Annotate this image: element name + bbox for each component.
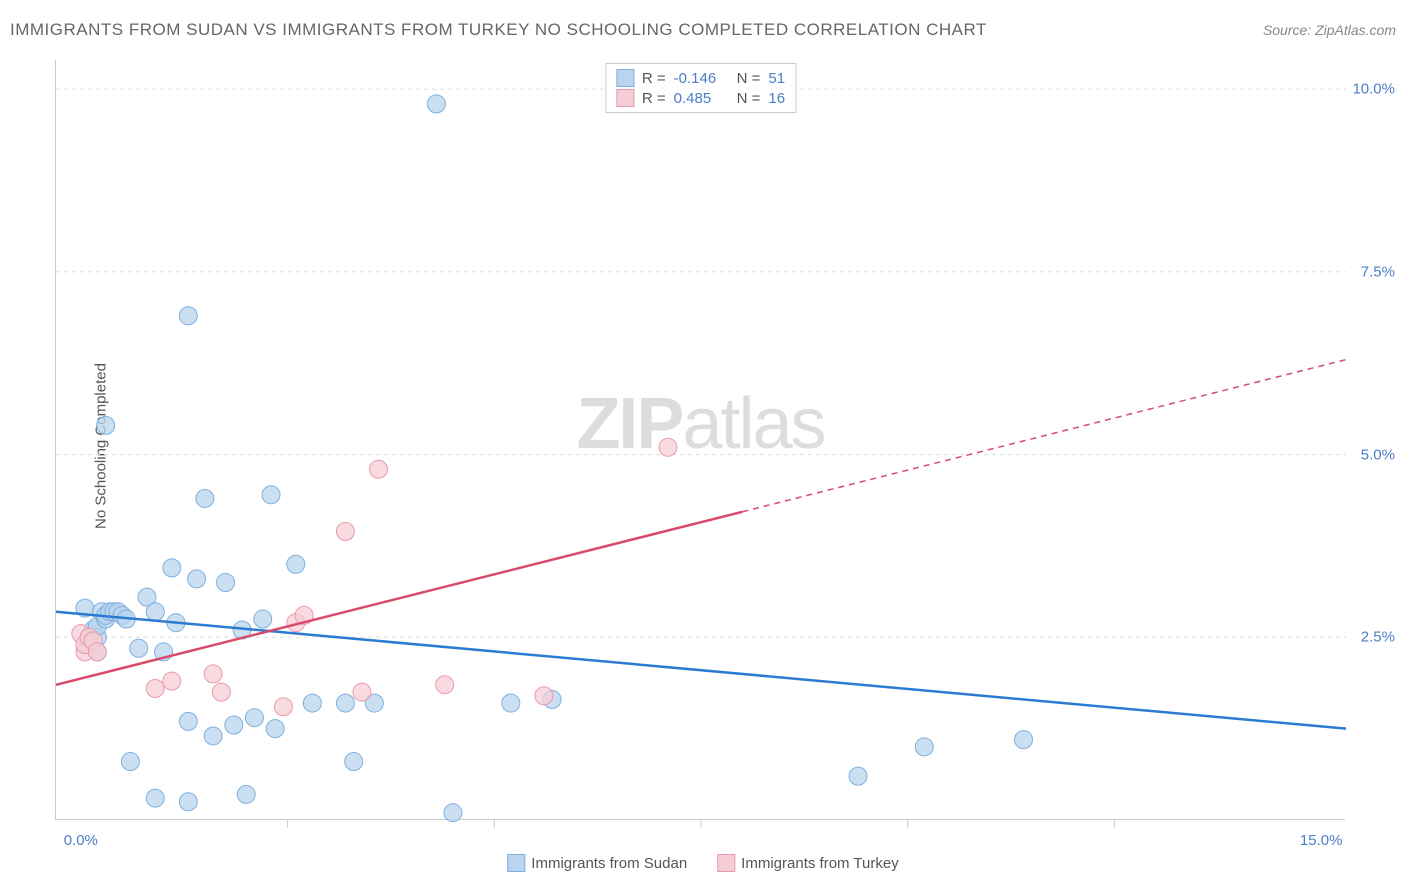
- sudan-point: [204, 727, 222, 745]
- sudan-point: [1015, 731, 1033, 749]
- turkey-point: [146, 679, 164, 697]
- stats-box: R = -0.146 N = 51 R = 0.485 N = 16: [605, 63, 796, 113]
- sudan-point: [444, 804, 462, 822]
- plot-area: ZIPatlas R =-0.146N =51R =0.485N =16 2.5…: [55, 60, 1345, 820]
- sudan-point: [163, 559, 181, 577]
- turkey-trendline-solid: [56, 512, 742, 685]
- stats-n-value: 51: [768, 70, 785, 87]
- sudan-point: [345, 753, 363, 771]
- sudan-point: [237, 785, 255, 803]
- turkey-point: [353, 683, 371, 701]
- chart-container: IMMIGRANTS FROM SUDAN VS IMMIGRANTS FROM…: [0, 0, 1406, 892]
- plot-svg: [56, 60, 1345, 819]
- stats-swatch: [616, 89, 634, 107]
- sudan-point: [266, 720, 284, 738]
- stats-r-value: 0.485: [674, 90, 729, 107]
- legend-swatch: [507, 854, 525, 872]
- legend-label: Immigrants from Turkey: [741, 855, 899, 872]
- sudan-point: [915, 738, 933, 756]
- sudan-point: [217, 574, 235, 592]
- sudan-point: [196, 489, 214, 507]
- sudan-point: [849, 767, 867, 785]
- sudan-point: [245, 709, 263, 727]
- stats-r-label: R =: [642, 70, 666, 87]
- sudan-point: [146, 603, 164, 621]
- x-tick-label: 0.0%: [64, 832, 98, 849]
- turkey-point: [163, 672, 181, 690]
- sudan-point: [225, 716, 243, 734]
- bottom-legend: Immigrants from Sudan Immigrants from Tur…: [507, 854, 898, 872]
- turkey-point: [659, 438, 677, 456]
- source-label: Source: ZipAtlas.com: [1263, 22, 1396, 38]
- stats-row: R = -0.146 N = 51: [616, 68, 785, 88]
- sudan-point: [188, 570, 206, 588]
- sudan-point: [336, 694, 354, 712]
- stats-swatch: [616, 69, 634, 87]
- legend-item: Immigrants from Turkey: [717, 854, 899, 872]
- turkey-point: [274, 698, 292, 716]
- y-tick-label: 7.5%: [1350, 263, 1395, 280]
- turkey-point: [535, 687, 553, 705]
- turkey-point: [88, 643, 106, 661]
- sudan-point: [303, 694, 321, 712]
- sudan-point: [121, 753, 139, 771]
- y-tick-label: 10.0%: [1350, 81, 1395, 98]
- stats-r-label: R =: [642, 90, 666, 107]
- sudan-point: [146, 789, 164, 807]
- stats-n-label: N =: [737, 90, 761, 107]
- title-bar: IMMIGRANTS FROM SUDAN VS IMMIGRANTS FROM…: [10, 20, 1396, 40]
- stats-r-value: -0.146: [674, 70, 729, 87]
- stats-n-label: N =: [737, 70, 761, 87]
- sudan-point: [97, 416, 115, 434]
- sudan-point: [179, 307, 197, 325]
- turkey-point: [212, 683, 230, 701]
- sudan-point: [502, 694, 520, 712]
- sudan-point: [254, 610, 272, 628]
- sudan-point: [287, 555, 305, 573]
- sudan-point: [262, 486, 280, 504]
- legend-swatch: [717, 854, 735, 872]
- turkey-trendline-dashed: [742, 360, 1346, 512]
- chart-title: IMMIGRANTS FROM SUDAN VS IMMIGRANTS FROM…: [10, 20, 987, 40]
- stats-n-value: 16: [768, 90, 785, 107]
- x-tick-label: 15.0%: [1300, 832, 1343, 849]
- turkey-point: [204, 665, 222, 683]
- sudan-point: [427, 95, 445, 113]
- y-tick-label: 5.0%: [1350, 446, 1395, 463]
- sudan-point: [179, 712, 197, 730]
- turkey-point: [370, 460, 388, 478]
- turkey-point: [336, 522, 354, 540]
- turkey-point: [436, 676, 454, 694]
- sudan-point: [130, 639, 148, 657]
- y-tick-label: 2.5%: [1350, 629, 1395, 646]
- sudan-point: [179, 793, 197, 811]
- legend-item: Immigrants from Sudan: [507, 854, 687, 872]
- stats-row: R = 0.485 N = 16: [616, 88, 785, 108]
- legend-label: Immigrants from Sudan: [531, 855, 687, 872]
